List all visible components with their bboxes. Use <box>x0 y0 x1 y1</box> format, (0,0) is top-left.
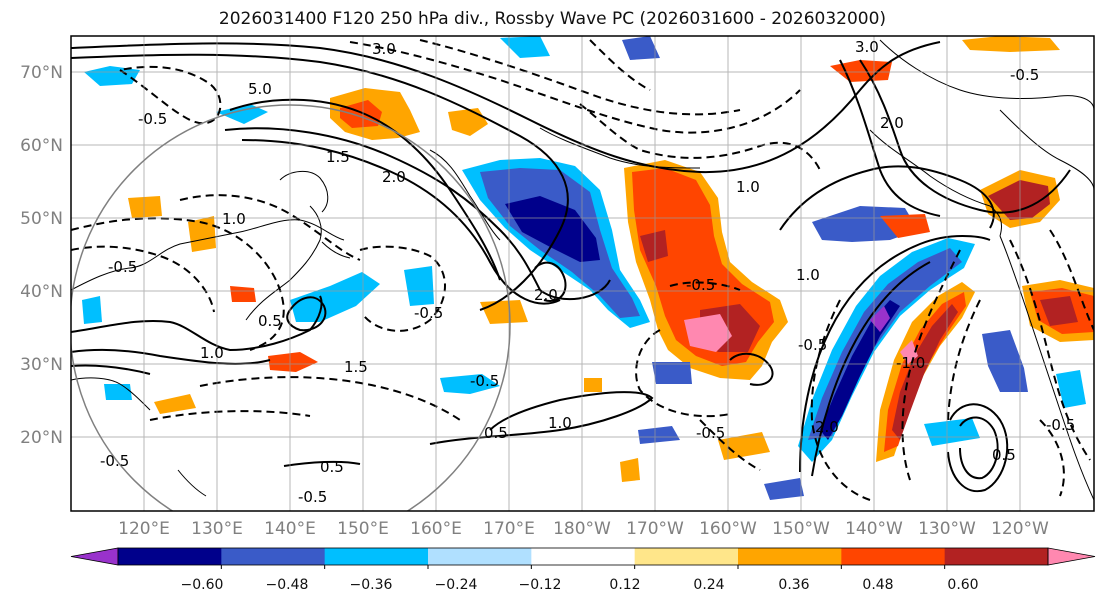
reference-circle <box>71 104 511 511</box>
contour-label: 2.0 <box>880 114 904 132</box>
contour-label: 5.0 <box>248 80 272 98</box>
figure-title: 2026031400 F120 250 hPa div., Rossby Wav… <box>218 9 887 29</box>
colorbar-swatch <box>634 548 739 565</box>
colorbar-tick-label: −0.24 <box>435 577 478 593</box>
colorbar-swatch <box>221 548 326 565</box>
colorbar-outline <box>117 547 1049 566</box>
lat-label: 70°N <box>20 63 63 83</box>
colorbar-extend-low <box>70 547 119 566</box>
lon-label: 140°E <box>264 519 316 539</box>
colorbar-tick-label: 0.12 <box>609 577 640 593</box>
contour-label: 0.5 <box>320 458 344 476</box>
lon-label: 170°E <box>483 519 535 539</box>
lon-label: 160°E <box>410 519 462 539</box>
coastlines <box>71 39 1094 501</box>
colorbar-tick-label: 0.60 <box>947 577 978 593</box>
colorbar-swatch <box>841 548 946 565</box>
contour-label: 3.0 <box>855 38 879 56</box>
lat-label: 60°N <box>20 136 63 156</box>
contour-label: 1.0 <box>736 178 760 196</box>
lon-label: 120°W <box>991 519 1049 539</box>
contour-labels: 3.0 3.0 5.0 2.0 1.5 2.0 -0.5 1.0 1.0 -0.… <box>100 38 1075 506</box>
colorbar-tick-label: 0.36 <box>778 577 809 593</box>
contour-label: 2.0 <box>382 168 406 186</box>
colorbar-swatch <box>738 548 842 565</box>
colorbar-tick-label: 0.48 <box>862 577 893 593</box>
colorbar-swatch <box>428 548 532 565</box>
gridlines <box>71 36 1094 511</box>
contour-label: 1.0 <box>222 210 246 228</box>
contour-label: -0.5 <box>298 488 327 506</box>
lat-label: 40°N <box>20 282 63 302</box>
contour-label: 2.0 <box>534 286 558 304</box>
contour-label: 1.5 <box>344 358 368 376</box>
contour-label: -0.5 <box>696 424 725 442</box>
rossby-wave-contours-negative <box>71 39 1094 501</box>
contour-label: 1.0 <box>200 344 224 362</box>
lon-label: 150°E <box>337 519 389 539</box>
lon-label: 170°W <box>626 519 684 539</box>
lon-label: 130°W <box>918 519 976 539</box>
colorbar-swatch <box>531 548 636 565</box>
colorbar-tick-label: −0.36 <box>350 577 393 593</box>
lon-label: 150°W <box>772 519 830 539</box>
lon-label: 120°E <box>118 519 170 539</box>
lon-label: 180°W <box>553 519 611 539</box>
contour-label: 0.5 <box>258 312 282 330</box>
colorbar-tick-label: −0.12 <box>519 577 562 593</box>
contour-label: -1.0 <box>896 354 925 372</box>
map-frame <box>70 35 1095 512</box>
colorbar-swatch <box>118 548 222 565</box>
colorbar-extend-high <box>1047 547 1096 566</box>
contour-label: 1.0 <box>548 414 572 432</box>
lon-label: 160°W <box>699 519 757 539</box>
colorbar-tick-labels: −0.60 −0.48 −0.36 −0.24 −0.12 0.12 0.24 … <box>181 577 979 593</box>
lat-label: 50°N <box>20 209 63 229</box>
lon-label: 130°E <box>191 519 243 539</box>
contour-label: -0.5 <box>108 258 137 276</box>
colorbar <box>70 547 1096 569</box>
contour-label: 1.5 <box>326 148 350 166</box>
contour-label: -0.5 <box>138 110 167 128</box>
contour-label: -0.5 <box>1010 66 1039 84</box>
contour-label: -0.5 <box>470 372 499 390</box>
contour-label: 1.0 <box>796 266 820 284</box>
contour-label: -0.5 <box>686 276 715 294</box>
longitude-labels: 120°E 130°E 140°E 150°E 160°E 170°E 180°… <box>118 519 1049 539</box>
lon-label: 140°W <box>845 519 903 539</box>
colorbar-tick-label: −0.48 <box>266 577 309 593</box>
contour-label: 2.0 <box>815 418 839 436</box>
contour-label: -0.5 <box>798 336 827 354</box>
colorbar-tick-label: −0.60 <box>181 577 224 593</box>
lat-label: 30°N <box>20 355 63 375</box>
contour-label: 3.0 <box>372 40 396 58</box>
contour-label: -0.5 <box>1046 416 1075 434</box>
latitude-labels: 20°N 30°N 40°N 50°N 60°N 70°N <box>20 63 63 448</box>
colorbar-swatch <box>944 548 1049 565</box>
contour-label: 0.5 <box>484 424 508 442</box>
contour-label: -0.5 <box>414 304 443 322</box>
contour-label: 0.5 <box>992 446 1016 464</box>
colorbar-swatch <box>324 548 429 565</box>
contour-label: -0.5 <box>100 452 129 470</box>
colorbar-tick-label: 0.24 <box>693 577 724 593</box>
lat-label: 20°N <box>20 428 63 448</box>
